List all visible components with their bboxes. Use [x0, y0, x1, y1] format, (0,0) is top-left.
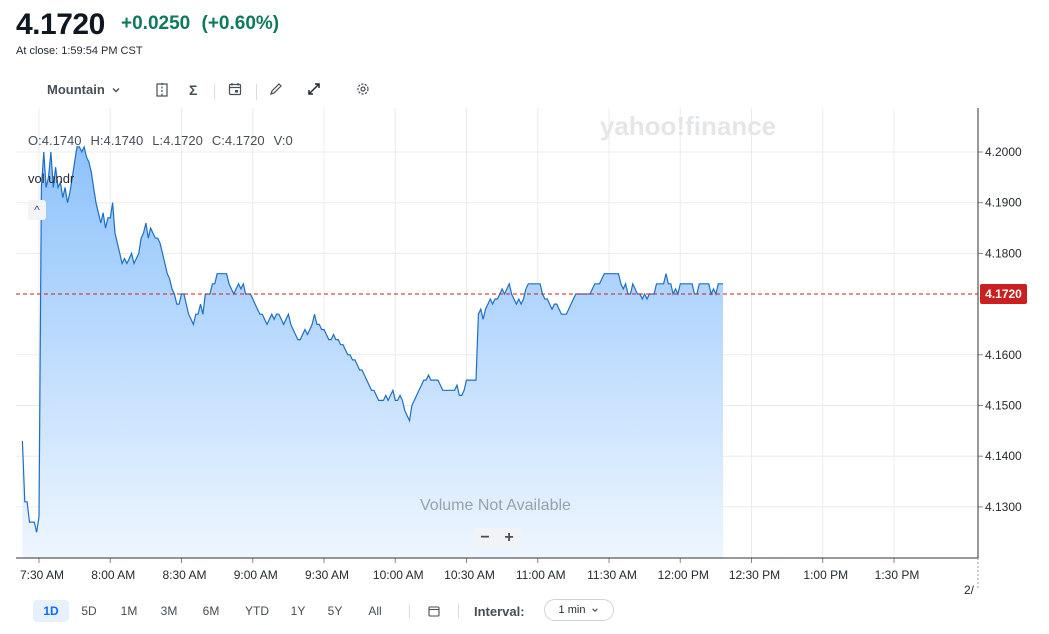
footer-divider — [409, 604, 410, 618]
events-icon — [228, 83, 242, 96]
draw-icon — [270, 83, 282, 95]
range-button-5y[interactable]: 5Y — [327, 604, 343, 618]
x-tick-label: 9:30 AM — [305, 568, 349, 582]
price-change: +0.0250 (+0.60%) — [121, 13, 279, 35]
range-button-1m[interactable]: 1M — [120, 604, 138, 618]
ohlc-low: L:4.1720 — [152, 133, 203, 148]
events-button[interactable] — [228, 82, 242, 96]
y-tick-label: 4.1400 — [985, 449, 1022, 463]
gear-icon — [357, 83, 369, 95]
y-tick-label: 4.1500 — [985, 399, 1022, 413]
toolbar-divider — [214, 84, 215, 100]
compare-icon — [156, 83, 168, 97]
chevron-up-icon: ^ — [34, 203, 40, 217]
interval-label: Interval: — [474, 604, 525, 619]
range-button-all[interactable]: All — [368, 604, 382, 618]
footer-divider — [458, 604, 459, 618]
range-button-1y[interactable]: 1Y — [290, 604, 306, 618]
zoom-out-button[interactable]: − — [480, 529, 490, 546]
compare-button[interactable] — [155, 82, 169, 98]
change-value: +0.0250 — [121, 13, 191, 34]
x-tick-label: 8:00 AM — [91, 568, 135, 582]
range-button-5d[interactable]: 5D — [81, 604, 97, 618]
x-tick-label: 7:30 AM — [20, 568, 64, 582]
y-tick-label: 4.1800 — [985, 246, 1022, 260]
indicators-button[interactable]: Σ — [189, 82, 197, 98]
chevron-down-icon — [112, 87, 120, 92]
chart-type-label: Mountain — [47, 82, 105, 97]
range-button-6m[interactable]: 6M — [202, 604, 220, 618]
x-tick-label: 11:00 AM — [516, 568, 566, 582]
settings-button[interactable] — [356, 82, 370, 96]
ohlc-volume: V:0 — [273, 133, 293, 148]
interval-dropdown[interactable]: 1 min — [544, 599, 614, 621]
ohlc-readout: O:4.1740 H:4.1740 L:4.1720 C:4.1720 V:0 — [28, 133, 293, 148]
y-tick-label: 4.1600 — [985, 348, 1022, 362]
zoom-in-button[interactable]: + — [504, 529, 514, 546]
x-tick-label: 9:00 AM — [234, 568, 278, 582]
change-percent: (+0.60%) — [201, 13, 280, 34]
collapse-study-button[interactable]: ^ — [28, 200, 46, 220]
y-tick-label: 4.1300 — [985, 500, 1022, 514]
last-price-tag — [980, 283, 1027, 304]
y-tick-label: 4.1900 — [985, 196, 1022, 210]
range-button-ytd[interactable]: YTD — [245, 604, 269, 618]
chart-type-dropdown[interactable]: Mountain — [47, 82, 121, 97]
zoom-controls: − + — [473, 528, 521, 548]
x-tick-label: 10:30 AM — [444, 568, 495, 582]
price-line — [21, 145, 723, 533]
yahoo-finance-watermark: yahoo!finance — [600, 111, 776, 141]
volume-unavailable-message: Volume Not Available — [420, 497, 571, 514]
x-tick-label: 1:30 PM — [875, 568, 920, 582]
indicators-icon: Σ — [189, 82, 198, 98]
price-area-fill — [22, 146, 723, 558]
calendar-icon — [428, 606, 440, 617]
draw-button[interactable] — [269, 82, 283, 96]
x-tick-label: 10:00 AM — [373, 568, 424, 582]
ohlc-high: H:4.1740 — [90, 133, 144, 148]
x-tick-label: 1:00 PM — [803, 568, 848, 582]
range-button-3m[interactable]: 3M — [160, 604, 178, 618]
last-price: 4.1720 — [16, 8, 105, 41]
close-timestamp: At close: 1:59:54 PM CST — [16, 45, 143, 57]
ohlc-close: C:4.1720 — [211, 133, 265, 148]
x-tick-label: 8:30 AM — [162, 568, 206, 582]
x-tick-label: 12:00 PM — [658, 568, 709, 582]
range-button-1d[interactable]: 1D — [33, 600, 69, 622]
date-picker-button[interactable] — [424, 600, 444, 622]
x-tick-label: 11:30 AM — [587, 568, 637, 582]
fullscreen-icon — [308, 83, 320, 95]
volume-study-label[interactable]: vol undr — [28, 171, 75, 186]
chevron-down-icon — [592, 608, 599, 612]
chart-toolbar: Mountain Σ — [0, 78, 400, 106]
date-axis-label: 2/ — [964, 583, 975, 597]
ohlc-open: O:4.1740 — [28, 133, 82, 148]
interval-value: 1 min — [558, 604, 586, 616]
y-tick-label: 4.2000 — [985, 145, 1022, 159]
x-tick-label: 12:30 PM — [729, 568, 780, 582]
range-footer: 1D 5D 1M 3M 6M YTD 1Y 5Y All Interval: 1 min — [0, 598, 1049, 624]
price-chart[interactable]: yahoo!finance 4.2000 4.1900 4.1800 4.1600 4.… — [0, 0, 1049, 600]
fullscreen-button[interactable] — [307, 82, 321, 96]
last-price-tag-label: 4.1720 — [985, 287, 1022, 301]
toolbar-divider — [256, 84, 257, 100]
